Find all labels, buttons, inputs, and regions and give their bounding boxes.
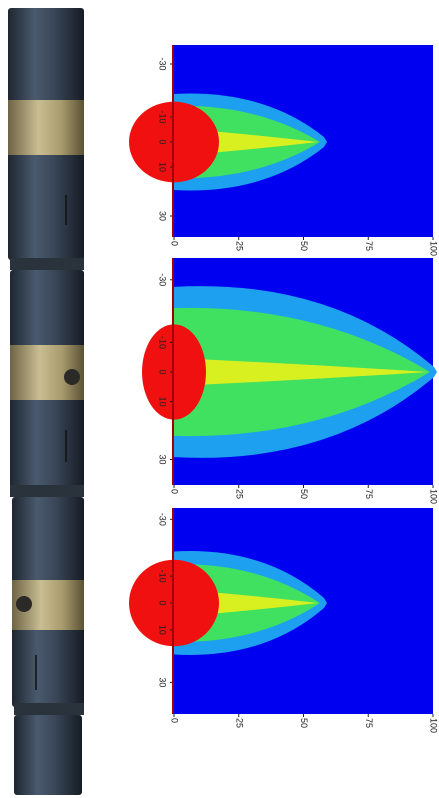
y-tick-label: 30 (158, 677, 168, 687)
y-tick-label: 30 (158, 454, 168, 464)
axis-edge (172, 45, 174, 237)
tool-photo (8, 8, 84, 795)
x-tick-label: 0 (170, 489, 180, 494)
y-tick-label: 10 (158, 397, 168, 407)
y-tick-label: -30 (158, 273, 168, 286)
x-tick-label: 75 (364, 489, 374, 499)
y-tick-label: -10 (158, 110, 168, 123)
y-tick-label: 0 (158, 139, 168, 144)
heatmap-panel: -30 -10 0 10 30 0 25 50 75 100 (129, 45, 439, 256)
x-tick-label: 75 (364, 241, 374, 251)
x-tick-label: 50 (299, 489, 309, 499)
x-tick-label: 100 (429, 241, 439, 256)
x-tick-label: 0 (170, 718, 180, 723)
x-tick-label: 25 (234, 489, 244, 499)
axis-edge (172, 258, 174, 485)
y-tick-label: 10 (158, 625, 168, 635)
x-tick-label: 25 (234, 718, 244, 728)
y-tick-label: 30 (158, 211, 168, 221)
x-tick-label: 0 (170, 241, 180, 246)
y-tick-label: -10 (158, 336, 168, 349)
y-tick-label: -30 (158, 513, 168, 526)
y-tick-label: -30 (158, 57, 168, 70)
heatmap-panel: -30 -10 0 10 30 0 25 50 75 100 (142, 258, 439, 504)
heatmap-panel: -30 -10 0 10 30 0 25 50 75 100 (129, 508, 439, 733)
x-tick-label: 25 (234, 241, 244, 251)
axis-edge (172, 508, 174, 714)
y-tick-label: 0 (158, 369, 168, 374)
x-tick-label: 50 (299, 241, 309, 251)
y-tick-label: -10 (158, 570, 168, 583)
x-tick-label: 100 (429, 718, 439, 733)
x-tick-label: 75 (364, 718, 374, 728)
y-tick-label: 10 (158, 162, 168, 172)
x-tick-label: 50 (299, 718, 309, 728)
figure: -30-10010300255075100-30-100103002550751… (0, 0, 439, 798)
x-tick-label: 100 (429, 489, 439, 504)
y-tick-label: 0 (158, 600, 168, 605)
